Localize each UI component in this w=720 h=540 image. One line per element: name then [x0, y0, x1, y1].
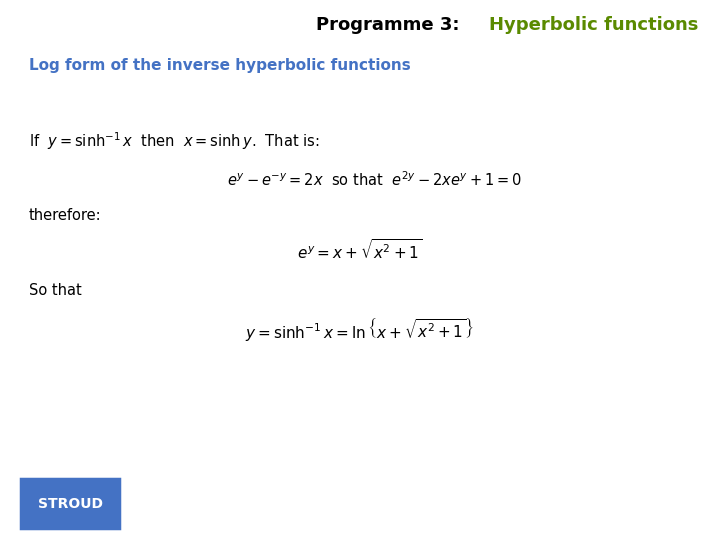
Text: Worked examples and exercises are in the text: Worked examples and exercises are in the…	[161, 496, 588, 511]
Text: So that: So that	[29, 282, 81, 298]
Text: Hyperbolic functions: Hyperbolic functions	[489, 16, 698, 35]
Text: ✛: ✛	[671, 494, 690, 514]
Text: Programme 3:: Programme 3:	[315, 16, 472, 35]
Text: STROUD: STROUD	[38, 497, 103, 510]
Text: If  $y = \sinh^{-1}x$  then  $x = \sinh y$.  That is:: If $y = \sinh^{-1}x$ then $x = \sinh y$.…	[29, 131, 319, 152]
Text: $e^{y}=x+\sqrt{x^{2}+1}$: $e^{y}=x+\sqrt{x^{2}+1}$	[297, 238, 423, 262]
Text: therefore:: therefore:	[29, 208, 102, 223]
Text: $y=\sinh^{-1}x=\ln\left\{x+\sqrt{x^{2}+1}\right\}$: $y=\sinh^{-1}x=\ln\left\{x+\sqrt{x^{2}+1…	[246, 315, 474, 343]
Text: Log form of the inverse hyperbolic functions: Log form of the inverse hyperbolic funct…	[29, 58, 410, 73]
FancyBboxPatch shape	[18, 476, 122, 531]
Text: $e^{y}-e^{-y}=2x$  so that  $e^{2y}-2xe^{y}+1=0$: $e^{y}-e^{-y}=2x$ so that $e^{2y}-2xe^{y…	[227, 171, 522, 189]
